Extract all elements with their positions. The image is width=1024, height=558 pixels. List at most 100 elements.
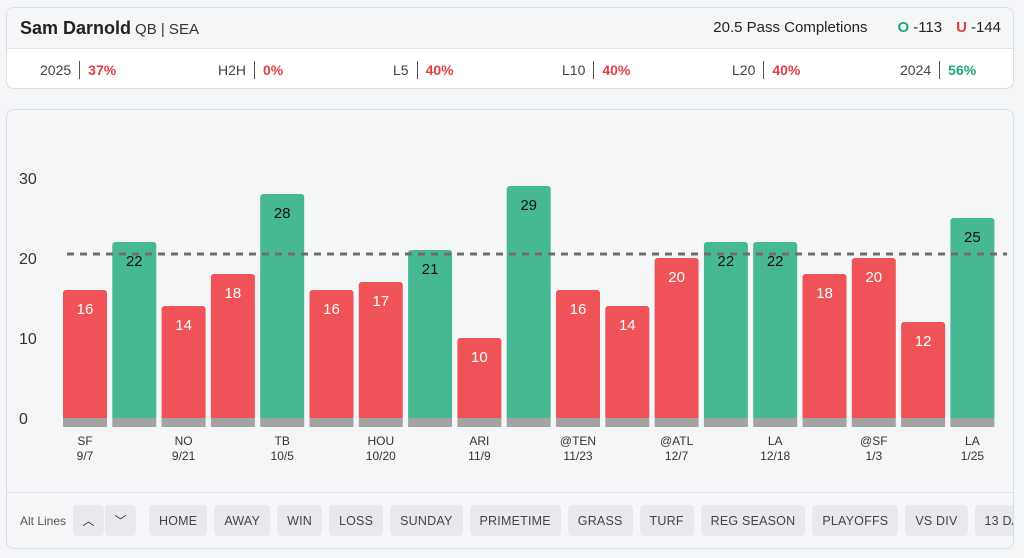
over-odds-button[interactable]: O -113 bbox=[898, 19, 943, 36]
bar-base bbox=[112, 418, 157, 427]
bar[interactable] bbox=[358, 282, 403, 420]
bar-base bbox=[605, 418, 650, 427]
stat-l10[interactable]: L10 40% bbox=[562, 61, 630, 79]
bar[interactable] bbox=[556, 290, 600, 420]
filter-chip-grass[interactable]: GRASS bbox=[567, 505, 633, 536]
bar[interactable] bbox=[605, 306, 650, 420]
bar-base bbox=[457, 418, 502, 427]
filter-chip-sunday[interactable]: SUNDAY bbox=[390, 505, 463, 536]
y-tick-label: 10 bbox=[19, 331, 37, 348]
bar-base bbox=[210, 418, 255, 427]
bar-base bbox=[408, 418, 453, 427]
bar[interactable] bbox=[950, 218, 995, 420]
filter-chip-home[interactable]: HOME bbox=[149, 505, 208, 536]
bar-value-label: 25 bbox=[964, 229, 981, 246]
bar[interactable] bbox=[851, 258, 896, 420]
bar[interactable] bbox=[210, 274, 255, 420]
bar-base bbox=[358, 418, 403, 427]
x-tick-label-date: 1/25 bbox=[961, 449, 985, 463]
bar-value-label: 22 bbox=[126, 253, 143, 270]
under-odds: -144 bbox=[970, 19, 1001, 36]
prop-header-card: Sam Darnold QB | SEA 20.5 Pass Completion… bbox=[6, 7, 1014, 89]
x-tick-label-date: 1/3 bbox=[865, 449, 882, 463]
x-tick-label-opponent: LA bbox=[768, 434, 783, 448]
filter-chip-win[interactable]: WIN bbox=[277, 505, 322, 536]
prop-line-area: 20.5 Pass Completions O -113 U -144 bbox=[713, 19, 1001, 36]
bar-value-label: 14 bbox=[619, 317, 636, 334]
bar-value-label: 22 bbox=[718, 253, 735, 270]
prop-header-top: Sam Darnold QB | SEA 20.5 Pass Completion… bbox=[7, 8, 1013, 49]
bar-base bbox=[802, 418, 847, 427]
bar-base bbox=[506, 418, 551, 427]
filter-chip-turf[interactable]: TURF bbox=[639, 505, 694, 536]
filter-chip-vs-div[interactable]: VS DIV bbox=[905, 505, 968, 536]
bar-value-label: 21 bbox=[422, 261, 439, 278]
bar[interactable] bbox=[753, 242, 798, 420]
game-log-chart: 0 10 20 30 16 22 14 18 28 16 17 21 10 29 16 14 20 22 22 18 2… bbox=[19, 171, 1007, 463]
filter-chip-playoffs[interactable]: PLAYOFFS bbox=[812, 505, 899, 536]
stat-divider bbox=[939, 61, 941, 79]
stat-value: 0% bbox=[263, 62, 284, 78]
filter-chip-reg-season[interactable]: REG SEASON bbox=[700, 505, 806, 536]
stat-l20[interactable]: L20 40% bbox=[732, 61, 800, 79]
stat-l5[interactable]: L5 40% bbox=[393, 61, 454, 79]
filter-bar: Alt Lines ︿ ﹀ HOME AWAY WIN LOSS SUNDAY … bbox=[7, 492, 1013, 548]
bar[interactable] bbox=[901, 322, 946, 420]
bar[interactable] bbox=[260, 194, 305, 420]
alt-line-up-button[interactable]: ︿ bbox=[73, 505, 104, 536]
bar[interactable] bbox=[63, 290, 107, 420]
bar-value-label: 20 bbox=[668, 269, 685, 286]
x-tick-label-date: 10/20 bbox=[366, 449, 396, 463]
alt-line-down-button[interactable]: ﹀ bbox=[105, 505, 136, 536]
bar-base bbox=[161, 418, 206, 427]
stat-label: L5 bbox=[393, 62, 409, 78]
stat-h2h[interactable]: H2H 0% bbox=[218, 61, 283, 79]
y-tick-label: 20 bbox=[19, 251, 37, 268]
filter-chip-away[interactable]: AWAY bbox=[214, 505, 271, 536]
filter-chip-loss[interactable]: LOSS bbox=[328, 505, 384, 536]
x-tick-label-opponent: TB bbox=[275, 434, 290, 448]
chevron-up-icon: ︿ bbox=[82, 514, 95, 528]
stat-divider bbox=[593, 61, 595, 79]
bar[interactable] bbox=[506, 186, 551, 420]
bar-base bbox=[556, 418, 600, 427]
stat-divider bbox=[254, 61, 256, 79]
bar[interactable] bbox=[654, 258, 699, 420]
player-name: Sam Darnold bbox=[20, 18, 132, 38]
bar-base bbox=[654, 418, 699, 427]
bar[interactable] bbox=[703, 242, 748, 420]
stat-value: 40% bbox=[425, 62, 454, 78]
x-tick-label-date: 12/18 bbox=[760, 449, 790, 463]
bar[interactable] bbox=[408, 250, 453, 420]
stat-label: 2025 bbox=[40, 62, 72, 78]
filter-chip-days-rest[interactable]: 13 DAYS REST bbox=[974, 505, 1013, 536]
bar-value-label: 16 bbox=[570, 301, 587, 318]
bar[interactable] bbox=[161, 306, 206, 420]
x-tick-label-opponent: HOU bbox=[367, 434, 394, 448]
bar-value-label: 28 bbox=[274, 205, 291, 222]
x-tick-label-date: 10/5 bbox=[271, 449, 295, 463]
bar-base bbox=[703, 418, 748, 427]
game-log-chart-card: 0 10 20 30 16 22 14 18 28 16 17 21 10 29 16 14 20 22 22 18 2… bbox=[6, 109, 1014, 549]
player-position-team: QB | SEA bbox=[135, 21, 199, 38]
under-odds-button[interactable]: U -144 bbox=[956, 19, 1001, 36]
x-tick-label-date: 9/7 bbox=[77, 449, 94, 463]
bar[interactable] bbox=[309, 290, 354, 420]
filter-chip-row: HOME AWAY WIN LOSS SUNDAY PRIMETIME GRAS… bbox=[149, 505, 1013, 536]
bar-value-label: 20 bbox=[865, 269, 882, 286]
bar[interactable] bbox=[457, 338, 502, 420]
bar-base bbox=[63, 418, 107, 427]
x-tick-label-opponent: SF bbox=[77, 434, 92, 448]
bar[interactable] bbox=[802, 274, 847, 420]
stat-2024[interactable]: 2024 56% bbox=[900, 61, 976, 79]
bar-base bbox=[901, 418, 946, 427]
bar-base bbox=[753, 418, 798, 427]
bar-value-label: 17 bbox=[372, 293, 389, 310]
bar[interactable] bbox=[112, 242, 157, 420]
bar-base bbox=[851, 418, 896, 427]
filter-chip-primetime[interactable]: PRIMETIME bbox=[469, 505, 561, 536]
x-tick-label-opponent: @ATL bbox=[660, 434, 694, 448]
bar-value-label: 12 bbox=[915, 333, 932, 350]
stat-2025[interactable]: 2025 37% bbox=[40, 61, 116, 79]
bar-base bbox=[309, 418, 354, 427]
